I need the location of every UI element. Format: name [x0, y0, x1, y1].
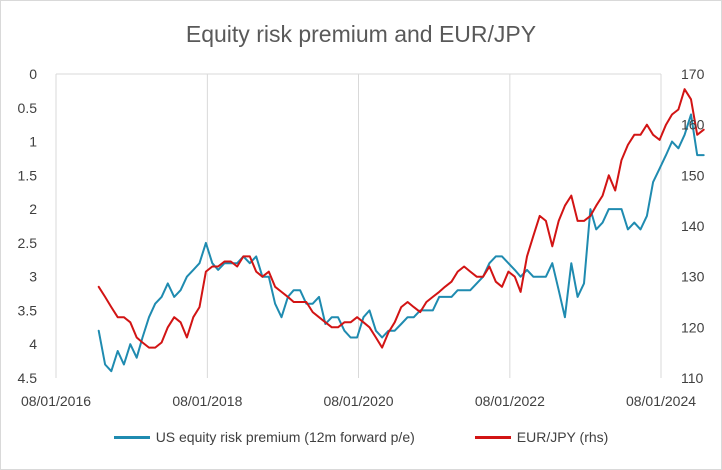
- left-tick-label: 4: [29, 336, 37, 352]
- left-tick-label: 0.5: [18, 100, 38, 116]
- series-line-equity-risk-premium: [97, 113, 705, 373]
- legend-label-eurjpy: EUR/JPY (rhs): [516, 429, 609, 445]
- x-tick-label: 08/01/2024: [626, 393, 696, 409]
- left-tick-label: 3.5: [18, 302, 38, 318]
- series-lines: [97, 88, 705, 373]
- left-tick-label: 3: [29, 269, 37, 285]
- series-line-eurjpy: [97, 88, 705, 349]
- left-tick-label: 2: [29, 201, 37, 217]
- left-tick-label: 1.5: [18, 167, 38, 183]
- right-tick-label: 170: [681, 66, 705, 82]
- legend-item-eurjpy: EUR/JPY (rhs): [474, 429, 609, 445]
- x-tick-label: 08/01/2020: [323, 393, 393, 409]
- right-tick-label: 140: [681, 218, 705, 234]
- right-tick-label: 120: [681, 319, 705, 335]
- left-tick-label: 4.5: [18, 370, 38, 386]
- x-tick-label: 08/01/2022: [475, 393, 545, 409]
- right-tick-label: 160: [681, 117, 705, 133]
- right-tick-label: 130: [681, 269, 705, 285]
- axes: [55, 73, 662, 378]
- x-axis-ticks: 08/01/2016 08/01/2018 08/01/2020 08/01/2022…: [21, 393, 696, 409]
- left-tick-label: 0: [29, 66, 37, 82]
- chart-legend: US equity risk premium (12m forward p/e)…: [1, 429, 721, 445]
- legend-swatch-red: [474, 435, 511, 439]
- right-tick-label: 110: [681, 370, 704, 386]
- x-tick-label: 08/01/2016: [21, 393, 91, 409]
- legend-swatch-blue: [113, 435, 150, 439]
- left-tick-label: 2.5: [18, 235, 38, 251]
- x-tick-label: 08/01/2018: [172, 393, 242, 409]
- legend-label-equity-risk-premium: US equity risk premium (12m forward p/e): [155, 429, 415, 445]
- left-axis-ticks: 0 0.5 1 1.5 2 2.5 3 3.5 4 4.5: [18, 66, 38, 386]
- right-tick-label: 150: [681, 167, 705, 183]
- right-axis-ticks: 110 120 130 140 150 160 170: [681, 66, 705, 386]
- legend-item-equity-risk-premium: US equity risk premium (12m forward p/e): [113, 429, 415, 445]
- left-tick-label: 1: [29, 134, 37, 150]
- chart-title: Equity risk premium and EUR/JPY: [185, 21, 537, 47]
